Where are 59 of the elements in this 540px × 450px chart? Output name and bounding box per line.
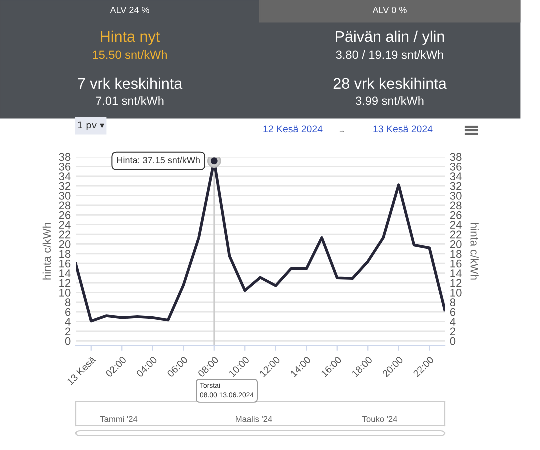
y-tick-label: 0: [65, 337, 71, 346]
y2-axis-title: hinta c/kWh: [470, 223, 479, 280]
y-tick-label: 4: [65, 318, 71, 326]
text: Maalis '24: [236, 416, 272, 422]
text: 3.99 snt/kWh: [356, 96, 424, 106]
y-axis-title: hinta c/kWh: [42, 223, 52, 280]
y-tick-label: 30: [59, 192, 71, 200]
y2-tick-label: 10: [450, 288, 462, 297]
y-tick-label: 18: [60, 250, 71, 258]
text: 3.80 / 19.19 snt/kWh: [336, 50, 444, 60]
y2-tick-label: 28: [450, 202, 462, 210]
annotation: Hinta: 37.15 snt/kWh: [117, 156, 200, 164]
y-tick-label: 26: [59, 211, 71, 220]
y-tick-label: 16: [60, 260, 71, 268]
y2-tick-label: 8: [450, 298, 456, 307]
y2-tick-label: 12: [450, 279, 462, 288]
y2-tick-label: 32: [450, 182, 462, 190]
y-tick-label: 24: [59, 221, 71, 229]
y-tick-label: 20: [59, 240, 71, 248]
text: Tammi '24: [100, 416, 138, 422]
y-tick-label: 22: [59, 230, 71, 239]
text: Touko '24: [362, 416, 398, 422]
y-tick-label: 38: [59, 153, 71, 162]
y2-tick-label: 36: [450, 162, 462, 171]
y2-tick-label: 34: [450, 172, 462, 181]
text: 13 Kesä 2024: [374, 126, 433, 133]
y-tick-label: 36: [59, 162, 71, 171]
y-tick-label: 12: [60, 279, 71, 288]
text: 12 Kesä 2024: [264, 126, 323, 133]
y-tick-label: 6: [66, 308, 71, 316]
y-tick-label: 10: [60, 288, 71, 297]
text: Hinta nyt: [101, 30, 160, 46]
y2-tick-label: 26: [450, 211, 462, 220]
y-tick-label: 14: [60, 270, 71, 278]
y2-tick-label: 22: [450, 230, 462, 239]
y2-tick-label: 14: [450, 270, 462, 278]
text: ALV 0 %: [372, 7, 407, 14]
y-tick-label: 28: [59, 202, 71, 210]
y2-tick-label: 24: [450, 221, 462, 229]
text: ALV 24 %: [110, 7, 150, 14]
text: 7.01 snt/kWh: [96, 96, 164, 106]
text: 1 pv ▾: [78, 122, 105, 130]
y-tick-label: 34: [59, 172, 71, 181]
y2-tick-label: 38: [450, 153, 462, 162]
y2-tick-label: 30: [450, 192, 462, 200]
y2-tick-label: 6: [450, 308, 456, 316]
y2-tick-label: 16: [450, 260, 462, 268]
text: Päivän alin / ylin: [336, 30, 444, 46]
y2-tick-label: 4: [450, 318, 456, 326]
y-tick-label: 32: [59, 182, 71, 190]
y-tick-label: 8: [65, 298, 71, 307]
y2-tick-label: 20: [450, 240, 462, 248]
y-tick-label: 2: [66, 328, 71, 336]
text: 28 vrk keskihinta: [334, 78, 447, 90]
text: 7 vrk keskihinta: [78, 78, 183, 90]
y2-tick-label: 0: [450, 337, 456, 346]
y2-tick-label: 2: [450, 328, 456, 336]
y2-tick-label: 18: [450, 250, 462, 258]
text: 15.50 snt/kWh: [93, 50, 167, 60]
